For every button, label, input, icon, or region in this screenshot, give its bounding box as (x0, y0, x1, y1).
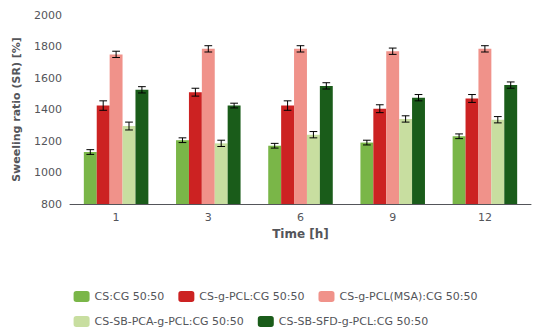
svg-text:12: 12 (478, 211, 492, 224)
svg-text:1800: 1800 (34, 40, 62, 53)
svg-text:6: 6 (297, 211, 304, 224)
svg-text:Time [h]: Time [h] (272, 227, 329, 241)
svg-text:CS-g-PCL(MSA):CG 50:50: CS-g-PCL(MSA):CG 50:50 (339, 290, 477, 303)
svg-text:1600: 1600 (34, 72, 62, 85)
svg-text:1: 1 (113, 211, 120, 224)
svg-text:1400: 1400 (34, 103, 62, 116)
svg-text:800: 800 (41, 198, 62, 211)
svg-text:Sweeling ratio (SR) [%]: Sweeling ratio (SR) [%] (10, 37, 23, 182)
svg-text:CS-SB-PCA-g-PCL:CG 50:50: CS-SB-PCA-g-PCL:CG 50:50 (95, 315, 244, 328)
svg-text:CS:CG 50:50: CS:CG 50:50 (95, 290, 165, 303)
svg-text:CS-g-PCL:CG 50:50: CS-g-PCL:CG 50:50 (199, 290, 304, 303)
svg-text:3: 3 (205, 211, 212, 224)
svg-text:1200: 1200 (34, 135, 62, 148)
svg-text:9: 9 (389, 211, 396, 224)
svg-text:1000: 1000 (34, 166, 62, 179)
svg-text:2000: 2000 (34, 9, 62, 22)
svg-text:CS-SB-SFD-g-PCL:CG 50:50: CS-SB-SFD-g-PCL:CG 50:50 (279, 315, 428, 328)
